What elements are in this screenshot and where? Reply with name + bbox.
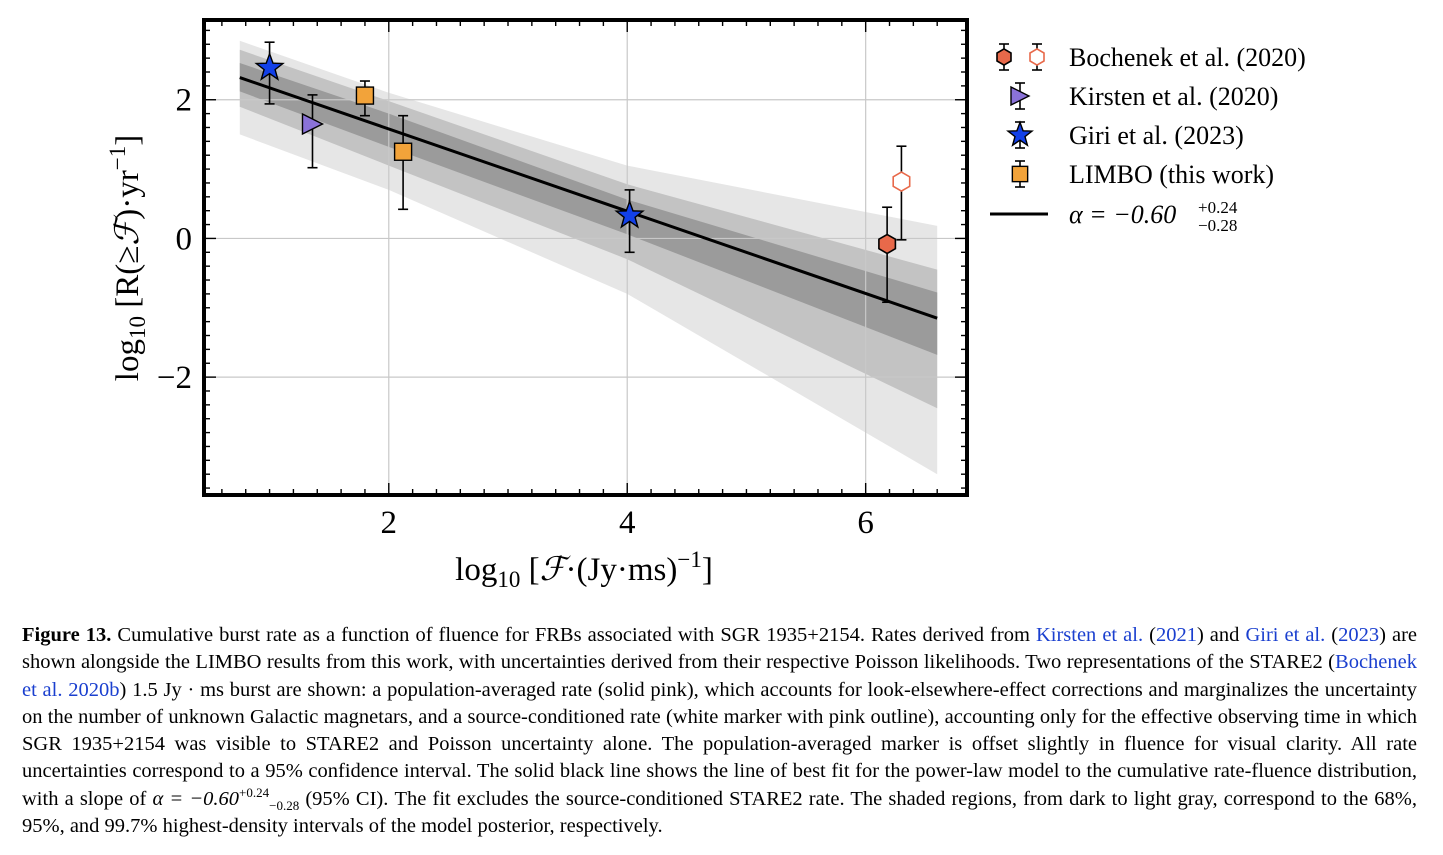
fit-line (239, 76, 938, 320)
legend-marker-bochenek-open (1029, 47, 1045, 67)
band-68pct (239, 63, 938, 355)
caption-alpha: α = −0.60 (152, 787, 240, 810)
legend-label-fit: α = −0.60 (1069, 200, 1176, 229)
caption-alpha-sup: +0.24 (239, 784, 270, 800)
data-point-bochenek (878, 233, 897, 255)
x-axis-label: log10 [ℱ·(Jy·ms)−1] (455, 547, 713, 592)
chart-figure: 2 4 6 −2 0 2 log10 [ℱ·(Jy·ms)−1] log10 [R(≥ℱ)… (105, 18, 1306, 592)
caption-text: ) are shown alongside the LIMBO results … (22, 624, 1417, 674)
caption-ref-giri-year[interactable]: 2023 (1338, 624, 1380, 646)
plot-frame (202, 18, 969, 497)
y-axis-label: log10 [R(≥ℱ)·yr−1] (105, 135, 150, 381)
data-point-limbo (355, 86, 375, 105)
y-tick-label: −2 (157, 360, 192, 396)
y-tick-label: 2 (176, 83, 193, 119)
fit-line-group (239, 76, 938, 320)
caption-text: (95% CI). The fit excludes the source-co… (22, 787, 1417, 838)
legend: Bochenek et al. (2020) Kirsten et al. (20… (990, 43, 1306, 235)
x-tick-label: 4 (619, 505, 636, 541)
caption-label: Figure 13. (22, 624, 112, 646)
x-tick-label: 2 (381, 505, 398, 541)
caption-text: ) 1.5 Jy · ms burst are shown: a populat… (22, 678, 1417, 810)
caption-text: ( (1143, 624, 1156, 646)
data-points (254, 41, 911, 304)
data-point-bochenek (892, 171, 911, 193)
legend-label-bochenek: Bochenek et al. (2020) (1069, 43, 1306, 72)
caption-text: ( (1325, 624, 1339, 646)
data-point-limbo (393, 142, 413, 161)
caption-alpha-sub: −0.28 (269, 797, 300, 813)
legend-marker-giri (1006, 120, 1034, 147)
figure-caption: Figure 13. Cumulative burst rate as a fu… (22, 622, 1417, 840)
y-tick-label: 0 (176, 221, 193, 257)
legend-label-giri: Giri et al. (2023) (1069, 121, 1244, 150)
caption-ref-giri[interactable]: Giri et al. (1245, 624, 1326, 646)
data-point-giri (614, 199, 645, 229)
legend-label-limbo: LIMBO (this work) (1069, 160, 1274, 189)
caption-ref-kirsten-year[interactable]: 2021 (1155, 624, 1197, 646)
legend-marker-limbo (1011, 165, 1029, 183)
legend-label-kirsten: Kirsten et al. (2020) (1069, 82, 1278, 111)
caption-ref-kirsten[interactable]: Kirsten et al. (1035, 624, 1144, 646)
legend-fit-sup: +0.24 (1198, 198, 1238, 217)
x-tick-label: 6 (857, 505, 874, 541)
tick-labels: 2 4 6 −2 0 2 (157, 83, 874, 541)
legend-fit-sub: −0.28 (1198, 216, 1237, 235)
caption-text: ) and (1196, 624, 1246, 646)
caption-text: Cumulative burst rate as a function of f… (111, 624, 1036, 646)
legend-marker-bochenek (996, 47, 1012, 67)
grid-lines (204, 20, 967, 495)
data-point-kirsten (301, 112, 325, 136)
legend-marker-kirsten (1010, 85, 1031, 107)
credible-interval-bands (239, 40, 938, 475)
axis-ticks (204, 20, 967, 495)
data-point-giri (254, 51, 285, 81)
caption-ref-bochenek[interactable]: Bochenek et al. 2020b (22, 651, 1417, 701)
